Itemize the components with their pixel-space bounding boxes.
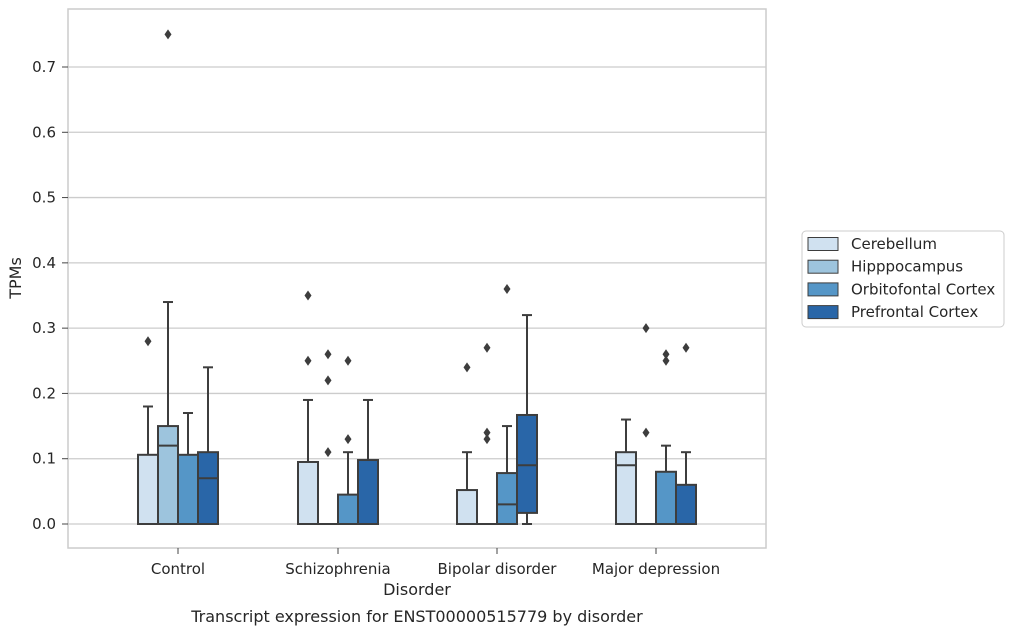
outlier-point — [642, 323, 650, 334]
y-axis-title: TPMs — [6, 257, 25, 300]
y-tick-label: 0.1 — [32, 450, 56, 468]
outlier-point — [483, 427, 491, 438]
box-cerebellum — [137, 336, 159, 526]
box-prefrontal-cortex — [357, 398, 379, 525]
outlier-point — [304, 290, 312, 301]
box-cerebellum — [456, 362, 478, 525]
box-orbitofontal-cortex — [655, 349, 677, 525]
box-iqr — [615, 451, 637, 525]
y-tick-label: 0.7 — [32, 58, 56, 76]
box-iqr — [337, 493, 359, 525]
legend-label: Cerebellum — [851, 235, 937, 253]
outlier-point — [463, 362, 471, 373]
box-hipppocampus — [157, 29, 179, 526]
outlier-point — [324, 447, 332, 458]
x-tick-label: Schizophrenia — [285, 560, 390, 578]
outlier-point — [324, 375, 332, 386]
box-iqr — [297, 460, 319, 526]
outlier-point — [304, 355, 312, 366]
legend-label: Hipppocampus — [851, 258, 963, 276]
outlier-point — [662, 355, 670, 366]
box-orbitofontal-cortex — [177, 412, 199, 526]
outlier-point — [483, 342, 491, 353]
x-tick-label: Bipolar disorder — [438, 560, 558, 578]
legend: Cerebellum Hipppocampus Orbitofontal Corte… — [801, 230, 1005, 328]
box-iqr — [496, 472, 518, 526]
box-iqr — [357, 459, 379, 525]
box-series — [137, 29, 697, 526]
box-prefrontal-cortex — [197, 366, 219, 525]
x-tick-label: Major depression — [592, 560, 720, 578]
y-tick-label: 0.3 — [32, 319, 56, 337]
box-iqr — [516, 413, 538, 514]
x-tick-label: Control — [151, 560, 205, 578]
legend-swatch — [807, 282, 839, 297]
outlier-point — [662, 349, 670, 360]
y-axis-ticks: 0.0 0.1 0.2 0.3 0.4 0.5 0.6 0.7 — [32, 58, 68, 533]
plot-frame — [67, 8, 767, 549]
box-iqr — [456, 489, 478, 525]
box-iqr — [137, 453, 159, 526]
outlier-point — [344, 355, 352, 366]
box-hipppocampus — [635, 323, 657, 526]
box-prefrontal-cortex — [675, 342, 697, 526]
legend-swatch — [807, 237, 839, 251]
outlier-point — [642, 427, 650, 438]
legend-swatch — [807, 305, 839, 320]
x-axis-title: Disorder — [383, 580, 451, 599]
legend-label: Prefrontal Cortex — [851, 303, 978, 321]
outlier-point — [344, 434, 352, 445]
box-iqr — [157, 425, 179, 526]
box-orbitofontal-cortex — [496, 283, 518, 526]
chart-caption: Transcript expression for ENST0000051577… — [190, 607, 643, 626]
y-tick-label: 0.5 — [32, 189, 56, 207]
legend-frame — [801, 230, 1005, 328]
outlier-point — [503, 283, 511, 294]
box-hipppocampus — [317, 349, 339, 526]
outlier-point — [144, 336, 152, 347]
y-tick-label: 0.4 — [32, 254, 56, 272]
box-iqr — [197, 451, 219, 525]
outlier-point — [483, 434, 491, 445]
box-cerebellum — [615, 418, 637, 525]
y-tick-label: 0.0 — [32, 515, 56, 533]
outlier-point — [164, 29, 172, 40]
x-axis-ticks: Control Schizophrenia Bipolar disorder Majo… — [151, 548, 720, 578]
legend-label: Orbitofontal Cortex — [851, 280, 995, 298]
y-tick-label: 0.2 — [32, 384, 56, 402]
y-tick-label: 0.6 — [32, 123, 56, 141]
outlier-point — [682, 342, 690, 353]
outlier-point — [324, 349, 332, 360]
box-orbitofontal-cortex — [337, 355, 359, 525]
box-iqr — [675, 483, 697, 526]
legend-swatch — [807, 259, 839, 274]
box-iqr — [177, 453, 199, 526]
box-hipppocampus — [476, 342, 498, 526]
box-iqr — [655, 470, 677, 525]
box-cerebellum — [297, 290, 319, 526]
box-prefrontal-cortex — [516, 314, 538, 525]
